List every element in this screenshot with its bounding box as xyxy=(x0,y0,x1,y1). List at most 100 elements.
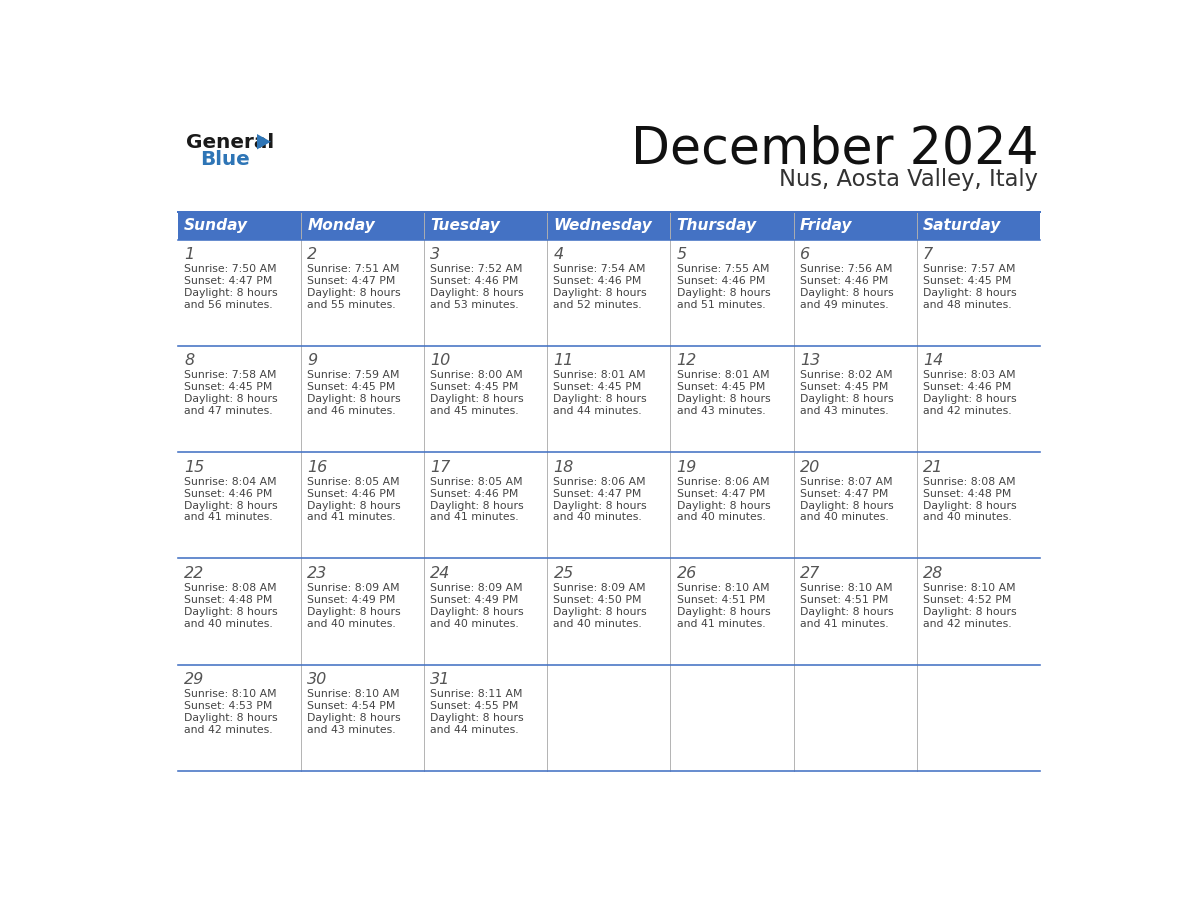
Text: Sunset: 4:46 PM: Sunset: 4:46 PM xyxy=(184,488,272,498)
Text: Daylight: 8 hours: Daylight: 8 hours xyxy=(430,607,524,617)
Text: and 42 minutes.: and 42 minutes. xyxy=(184,725,273,735)
Text: 8: 8 xyxy=(184,353,195,368)
Text: 16: 16 xyxy=(308,460,328,475)
Text: Sunrise: 8:10 AM: Sunrise: 8:10 AM xyxy=(184,689,277,700)
Text: 4: 4 xyxy=(554,247,563,263)
Text: 10: 10 xyxy=(430,353,450,368)
Text: Sunset: 4:48 PM: Sunset: 4:48 PM xyxy=(184,595,272,605)
Text: Sunset: 4:45 PM: Sunset: 4:45 PM xyxy=(677,383,765,392)
Text: 17: 17 xyxy=(430,460,450,475)
Text: and 41 minutes.: and 41 minutes. xyxy=(677,619,765,629)
Text: Sunset: 4:46 PM: Sunset: 4:46 PM xyxy=(554,276,642,286)
Text: 21: 21 xyxy=(923,460,943,475)
Text: Sunrise: 8:06 AM: Sunrise: 8:06 AM xyxy=(677,476,770,487)
Text: Sunrise: 8:09 AM: Sunrise: 8:09 AM xyxy=(430,583,523,593)
Text: and 44 minutes.: and 44 minutes. xyxy=(430,725,519,735)
Text: Sunset: 4:49 PM: Sunset: 4:49 PM xyxy=(308,595,396,605)
Text: Sunrise: 7:50 AM: Sunrise: 7:50 AM xyxy=(184,264,277,274)
Bar xyxy=(178,212,1040,240)
Text: 23: 23 xyxy=(308,566,328,581)
Text: Sunrise: 8:10 AM: Sunrise: 8:10 AM xyxy=(923,583,1016,593)
Bar xyxy=(178,558,1040,665)
Text: 13: 13 xyxy=(800,353,820,368)
Text: Daylight: 8 hours: Daylight: 8 hours xyxy=(430,713,524,723)
Text: Daylight: 8 hours: Daylight: 8 hours xyxy=(677,288,770,298)
Bar xyxy=(178,452,1040,558)
Text: and 41 minutes.: and 41 minutes. xyxy=(308,512,396,522)
Text: Sunrise: 8:07 AM: Sunrise: 8:07 AM xyxy=(800,476,892,487)
Text: Sunrise: 8:01 AM: Sunrise: 8:01 AM xyxy=(677,371,770,380)
Text: Daylight: 8 hours: Daylight: 8 hours xyxy=(677,607,770,617)
Text: Sunset: 4:50 PM: Sunset: 4:50 PM xyxy=(554,595,642,605)
Text: and 40 minutes.: and 40 minutes. xyxy=(430,619,519,629)
Text: Daylight: 8 hours: Daylight: 8 hours xyxy=(308,288,400,298)
Text: Sunset: 4:47 PM: Sunset: 4:47 PM xyxy=(308,276,396,286)
Text: Sunset: 4:51 PM: Sunset: 4:51 PM xyxy=(800,595,889,605)
Text: Sunday: Sunday xyxy=(184,218,248,233)
Text: Saturday: Saturday xyxy=(923,218,1001,233)
Text: 5: 5 xyxy=(677,247,687,263)
Text: Sunset: 4:46 PM: Sunset: 4:46 PM xyxy=(430,276,519,286)
Text: Sunrise: 8:04 AM: Sunrise: 8:04 AM xyxy=(184,476,277,487)
Text: Sunset: 4:47 PM: Sunset: 4:47 PM xyxy=(554,488,642,498)
Text: and 40 minutes.: and 40 minutes. xyxy=(184,619,273,629)
Text: December 2024: December 2024 xyxy=(631,124,1038,174)
Text: Sunset: 4:46 PM: Sunset: 4:46 PM xyxy=(308,488,396,498)
Text: 11: 11 xyxy=(554,353,574,368)
Text: Sunset: 4:46 PM: Sunset: 4:46 PM xyxy=(923,383,1011,392)
Text: and 40 minutes.: and 40 minutes. xyxy=(677,512,765,522)
Text: and 43 minutes.: and 43 minutes. xyxy=(308,725,396,735)
Text: Sunset: 4:46 PM: Sunset: 4:46 PM xyxy=(677,276,765,286)
Text: 30: 30 xyxy=(308,672,328,688)
Text: Sunrise: 8:11 AM: Sunrise: 8:11 AM xyxy=(430,689,523,700)
Text: Daylight: 8 hours: Daylight: 8 hours xyxy=(430,395,524,404)
Text: and 40 minutes.: and 40 minutes. xyxy=(554,619,643,629)
Bar xyxy=(178,346,1040,452)
Text: Sunrise: 7:51 AM: Sunrise: 7:51 AM xyxy=(308,264,400,274)
Text: 12: 12 xyxy=(677,353,697,368)
Text: Sunset: 4:53 PM: Sunset: 4:53 PM xyxy=(184,701,272,711)
Text: and 42 minutes.: and 42 minutes. xyxy=(923,619,1011,629)
Text: Sunrise: 7:57 AM: Sunrise: 7:57 AM xyxy=(923,264,1016,274)
Text: Daylight: 8 hours: Daylight: 8 hours xyxy=(184,500,278,510)
Text: Sunset: 4:45 PM: Sunset: 4:45 PM xyxy=(800,383,889,392)
Text: 31: 31 xyxy=(430,672,450,688)
Text: 19: 19 xyxy=(677,460,697,475)
Text: Sunrise: 8:10 AM: Sunrise: 8:10 AM xyxy=(308,689,400,700)
Text: and 40 minutes.: and 40 minutes. xyxy=(800,512,889,522)
Text: Daylight: 8 hours: Daylight: 8 hours xyxy=(677,395,770,404)
Text: and 51 minutes.: and 51 minutes. xyxy=(677,300,765,310)
Text: Daylight: 8 hours: Daylight: 8 hours xyxy=(800,500,893,510)
Text: and 56 minutes.: and 56 minutes. xyxy=(184,300,273,310)
Text: Sunset: 4:45 PM: Sunset: 4:45 PM xyxy=(184,383,272,392)
Text: Sunset: 4:47 PM: Sunset: 4:47 PM xyxy=(184,276,272,286)
Text: 6: 6 xyxy=(800,247,810,263)
Text: and 40 minutes.: and 40 minutes. xyxy=(308,619,396,629)
Text: Sunrise: 8:02 AM: Sunrise: 8:02 AM xyxy=(800,371,892,380)
Text: Daylight: 8 hours: Daylight: 8 hours xyxy=(554,500,647,510)
Text: Daylight: 8 hours: Daylight: 8 hours xyxy=(184,395,278,404)
Text: and 43 minutes.: and 43 minutes. xyxy=(677,407,765,416)
Text: Sunset: 4:54 PM: Sunset: 4:54 PM xyxy=(308,701,396,711)
Text: Sunset: 4:47 PM: Sunset: 4:47 PM xyxy=(800,488,889,498)
Text: 14: 14 xyxy=(923,353,943,368)
Text: and 40 minutes.: and 40 minutes. xyxy=(554,512,643,522)
Text: Daylight: 8 hours: Daylight: 8 hours xyxy=(430,500,524,510)
Text: Sunrise: 7:54 AM: Sunrise: 7:54 AM xyxy=(554,264,646,274)
Text: and 43 minutes.: and 43 minutes. xyxy=(800,407,889,416)
Text: Daylight: 8 hours: Daylight: 8 hours xyxy=(800,395,893,404)
Text: Sunset: 4:46 PM: Sunset: 4:46 PM xyxy=(800,276,889,286)
Text: Thursday: Thursday xyxy=(677,218,757,233)
Text: Sunrise: 7:56 AM: Sunrise: 7:56 AM xyxy=(800,264,892,274)
Text: 26: 26 xyxy=(677,566,697,581)
Text: 15: 15 xyxy=(184,460,204,475)
Text: Daylight: 8 hours: Daylight: 8 hours xyxy=(308,500,400,510)
Bar xyxy=(178,240,1040,346)
Text: Sunrise: 7:58 AM: Sunrise: 7:58 AM xyxy=(184,371,277,380)
Text: 9: 9 xyxy=(308,353,317,368)
Text: 3: 3 xyxy=(430,247,441,263)
Text: Sunset: 4:49 PM: Sunset: 4:49 PM xyxy=(430,595,519,605)
Text: Sunrise: 8:03 AM: Sunrise: 8:03 AM xyxy=(923,371,1016,380)
Text: Daylight: 8 hours: Daylight: 8 hours xyxy=(923,395,1017,404)
Text: Sunrise: 8:06 AM: Sunrise: 8:06 AM xyxy=(554,476,646,487)
